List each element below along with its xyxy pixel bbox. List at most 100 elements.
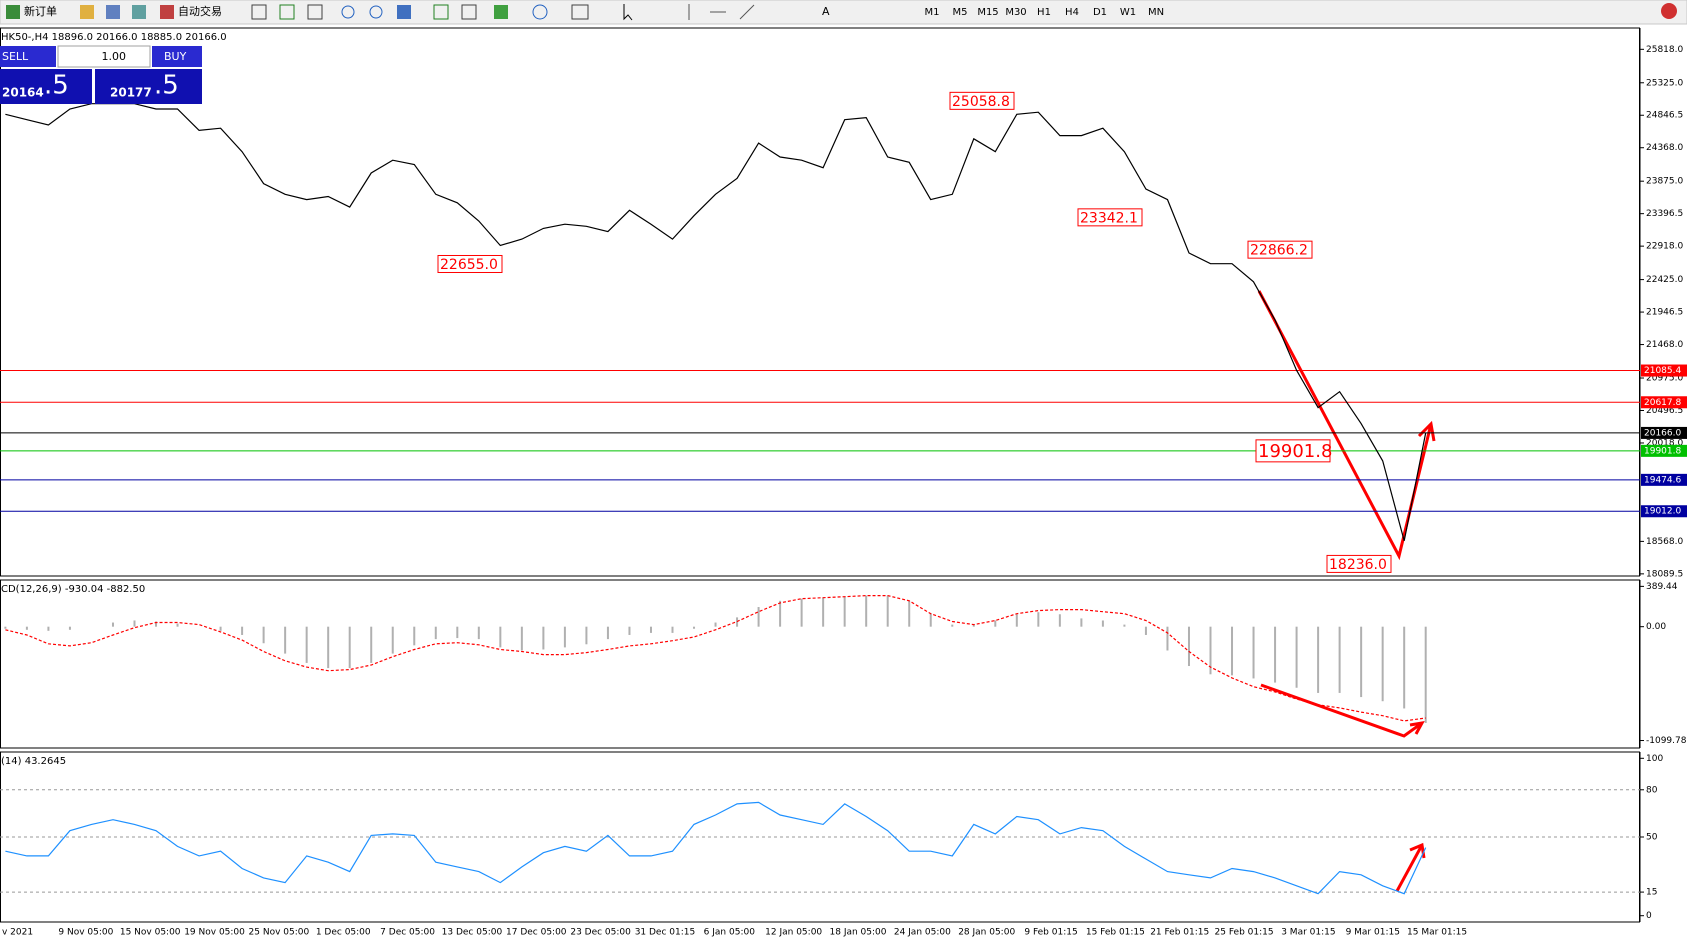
series-line: [5, 801, 1427, 895]
auto-trading-button[interactable]: 自动交易: [178, 4, 222, 18]
histogram-bar: [585, 626, 588, 645]
y-tick-label: 25325.0: [1646, 78, 1683, 88]
price-tag-label: 21085.4: [1644, 366, 1681, 376]
time-label: 6 Jan 05:00: [704, 928, 756, 938]
timeframe-button[interactable]: M15: [977, 7, 998, 18]
timeframe-button[interactable]: M30: [1005, 7, 1026, 18]
tool-icon[interactable]: [461, 4, 477, 20]
cursor-tool[interactable]: [623, 4, 633, 21]
timeframes: M1 M5 M15 M30 H1 H4 D1 W1 MN: [925, 7, 1165, 18]
trendline-tool[interactable]: [739, 4, 755, 20]
annotation-box: [1247, 240, 1313, 259]
buy-price-box[interactable]: [95, 69, 202, 104]
y-tick-label: 20018.0: [1646, 438, 1683, 448]
tool-icon[interactable]: [397, 5, 411, 19]
time-label: 15 Nov 05:00: [120, 928, 181, 938]
tool-icon[interactable]: [80, 5, 94, 19]
timeframe-button[interactable]: H4: [1065, 7, 1079, 18]
y-tick-label: 15: [1646, 888, 1657, 898]
histogram-bar: [908, 600, 911, 627]
lot-value: 1.00: [102, 50, 127, 63]
histogram-bar: [305, 626, 308, 663]
y-tick-label: 23875.0: [1646, 177, 1683, 187]
y-tick-label: 389.44: [1646, 582, 1678, 592]
toolbar-bg: [0, 0, 1687, 25]
y-tick-label: 18089.5: [1646, 569, 1683, 579]
timeframe-button[interactable]: M5: [953, 7, 968, 18]
tool-icon[interactable]: [132, 5, 146, 19]
time-label: 28 Jan 05:00: [958, 928, 1015, 938]
histogram-bar: [520, 626, 523, 651]
time-label: 15 Feb 01:15: [1086, 928, 1145, 938]
tool-icon[interactable]: [279, 4, 295, 20]
y-tick-label: 24846.5: [1646, 111, 1683, 121]
histogram-bar: [327, 626, 330, 669]
tool-icon[interactable]: [106, 5, 120, 19]
arrow-head: [1409, 721, 1425, 735]
time-label: 9 Mar 01:15: [1346, 928, 1400, 938]
histogram-bar: [563, 626, 566, 648]
histogram-bar: [1252, 626, 1255, 679]
histogram-bar: [1037, 612, 1040, 627]
tool-icon[interactable]: [433, 4, 449, 20]
histogram-bar: [284, 626, 287, 654]
timeframe-button[interactable]: D1: [1093, 7, 1107, 18]
sell-price-box[interactable]: [0, 69, 92, 104]
histogram-bar: [649, 626, 652, 633]
timeframe-button[interactable]: M1: [925, 7, 940, 18]
price-tag-label: 19901.8: [1644, 446, 1681, 456]
time-label: 15 Mar 01:15: [1407, 928, 1467, 938]
histogram-bar: [736, 617, 739, 627]
histogram-bar: [348, 626, 351, 669]
histogram-bar: [628, 626, 631, 635]
tool-icon[interactable]: [571, 4, 589, 20]
time-label: 17 Dec 05:00: [506, 928, 567, 938]
histogram-bar: [133, 620, 136, 627]
y-tick-label: 0: [1646, 911, 1652, 921]
notification-icon[interactable]: [1661, 3, 1677, 19]
histogram-bar: [477, 626, 480, 640]
y-tick-label: 100: [1646, 754, 1663, 764]
price-tag-label: 20166.0: [1644, 428, 1681, 438]
zoom-out-icon[interactable]: [369, 5, 383, 19]
tool-icon[interactable]: [251, 4, 267, 20]
buy-button[interactable]: [152, 46, 202, 67]
time-label: 7 Dec 05:00: [380, 928, 435, 938]
lot-input[interactable]: [57, 45, 151, 68]
histogram-bar: [219, 626, 222, 631]
tool-icon[interactable]: [494, 5, 508, 19]
timeframe-button[interactable]: W1: [1120, 7, 1136, 18]
time-label: 31 Dec 01:15: [635, 928, 696, 938]
text-tool[interactable]: A: [822, 5, 830, 18]
y-tick-label: -1099.78: [1646, 736, 1687, 746]
timeframe-button[interactable]: MN: [1148, 7, 1164, 18]
auto-trading-icon[interactable]: [160, 5, 174, 19]
histogram-bar: [1187, 626, 1190, 667]
histogram-bar: [370, 626, 373, 663]
tool-icon[interactable]: [532, 4, 548, 20]
histogram-bar: [1101, 620, 1104, 627]
time-label: 25 Feb 01:15: [1215, 928, 1274, 938]
time-label: 1 Dec 05:00: [316, 928, 371, 938]
tool-icon[interactable]: [307, 4, 323, 20]
price-tag: [1641, 364, 1687, 377]
histogram-bar: [1274, 626, 1277, 683]
new-order-icon[interactable]: [6, 5, 20, 19]
histogram-bar: [241, 626, 244, 635]
toolbar: 新订单 自动交易 A M1 M5 M15 M30 H1 H4 D1 W1 MN: [0, 0, 1687, 25]
time-label: 24 Jan 05:00: [894, 928, 951, 938]
arrow: [1257, 290, 1433, 561]
timeframe-button[interactable]: H1: [1037, 7, 1051, 18]
price-tag: [1641, 505, 1687, 518]
zoom-in-icon[interactable]: [341, 5, 355, 19]
histogram-bar: [413, 626, 416, 646]
annotation-label: 22866.2: [1250, 243, 1308, 259]
time-label: 3 Mar 01:15: [1281, 928, 1335, 938]
histogram-bar: [822, 597, 825, 627]
y-tick-label: 24368.0: [1646, 143, 1683, 153]
sell-button[interactable]: [0, 46, 56, 67]
new-order-button[interactable]: 新订单: [24, 4, 57, 18]
y-tick-label: 21946.5: [1646, 308, 1683, 318]
